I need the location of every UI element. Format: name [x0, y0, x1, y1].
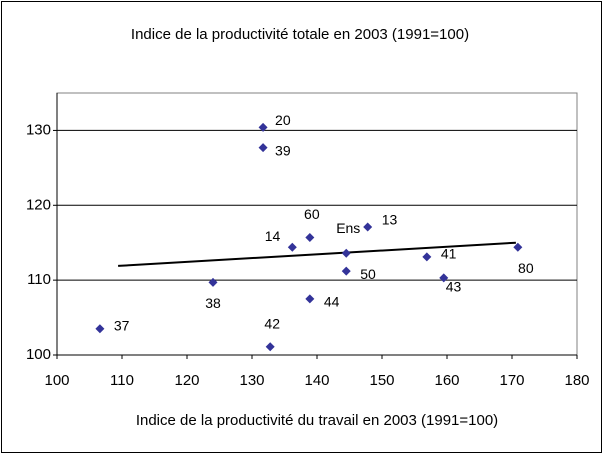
- x-tick-label: 160: [434, 372, 459, 389]
- chart-title: Indice de la productivité totale en 2003…: [131, 26, 469, 43]
- point-label: 39: [275, 142, 291, 158]
- point: [208, 277, 218, 287]
- point: [287, 242, 297, 252]
- point: [363, 222, 373, 232]
- point-label: 50: [360, 266, 376, 282]
- point-label: 20: [275, 112, 291, 128]
- y-tick-label: 110: [27, 271, 51, 288]
- point-label: 43: [446, 279, 462, 295]
- point: [258, 143, 268, 153]
- x-tick-label: 140: [304, 372, 329, 389]
- point-label: 80: [518, 260, 534, 276]
- x-tick-label: 170: [499, 372, 524, 389]
- point: [305, 294, 315, 304]
- point: [341, 248, 351, 258]
- point: [265, 342, 275, 352]
- point: [422, 252, 432, 262]
- point-label: 13: [382, 212, 398, 228]
- point: [513, 242, 523, 252]
- x-tick-label: 120: [174, 372, 199, 389]
- x-tick-label: 150: [369, 372, 394, 389]
- point: [258, 122, 268, 132]
- y-tick-label: 100: [26, 346, 51, 363]
- x-tick-label: 130: [239, 372, 264, 389]
- x-tick-label: 100: [44, 372, 69, 389]
- trendline: [118, 241, 516, 267]
- point-label: 37: [114, 318, 130, 334]
- point-label: 14: [265, 228, 281, 244]
- point-label: 41: [441, 246, 457, 262]
- y-tick-label: 120: [26, 196, 51, 213]
- point-label: 42: [264, 315, 280, 331]
- point: [439, 273, 449, 283]
- point-label: 38: [205, 295, 221, 311]
- point: [341, 266, 351, 276]
- x-axis-title: Indice de la productivité du travail en …: [136, 412, 498, 429]
- y-tick-label: 130: [26, 121, 51, 138]
- point-label: 44: [324, 294, 340, 310]
- point-label: Ens: [336, 220, 360, 236]
- x-tick-label: 110: [110, 372, 134, 389]
- point: [305, 232, 315, 242]
- point: [95, 324, 105, 334]
- point-label: 60: [304, 206, 320, 222]
- x-tick-label: 180: [564, 372, 589, 389]
